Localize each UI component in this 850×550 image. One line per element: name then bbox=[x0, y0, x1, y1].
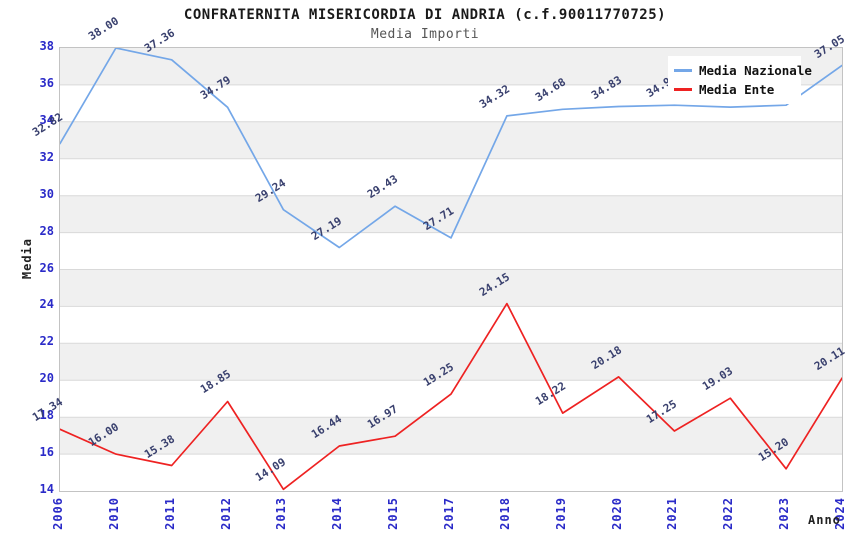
legend-item-label: Media Nazionale bbox=[699, 63, 812, 78]
x-tick-label: 2023 bbox=[777, 497, 792, 530]
x-tick-label: 2014 bbox=[330, 497, 345, 530]
y-tick-label: 36 bbox=[39, 75, 54, 90]
legend: Media Nazionale Media Ente bbox=[668, 56, 812, 104]
red-line-swatch-icon bbox=[674, 88, 692, 91]
x-tick-label: 2021 bbox=[665, 497, 680, 530]
y-tick-label: 34 bbox=[39, 112, 54, 127]
chart-title: CONFRATERNITA MISERICORDIA DI ANDRIA (c.… bbox=[183, 7, 667, 23]
chart-subtitle: Media Importi bbox=[370, 27, 480, 42]
x-tick-label: 2012 bbox=[218, 497, 233, 530]
y-tick-label: 18 bbox=[39, 408, 54, 423]
x-tick-label: 2020 bbox=[609, 497, 624, 530]
y-tick-label: 24 bbox=[39, 297, 54, 312]
legend-item-media-nazionale: Media Nazionale bbox=[674, 63, 812, 78]
y-tick-label: 30 bbox=[39, 186, 54, 201]
x-tick-label: 2015 bbox=[386, 497, 401, 530]
plot-area bbox=[59, 47, 843, 492]
legend-item-media-ente: Media Ente bbox=[674, 82, 801, 97]
x-tick-label: 2017 bbox=[442, 497, 456, 530]
x-tick-label: 2011 bbox=[162, 497, 177, 530]
y-tick-label: 22 bbox=[39, 334, 54, 349]
x-tick-label: 2013 bbox=[274, 497, 289, 530]
x-tick-label: 2006 bbox=[51, 497, 65, 530]
x-tick-label: 2019 bbox=[553, 497, 568, 530]
x-axis-title: Anno bbox=[808, 513, 841, 527]
plot-svg bbox=[60, 48, 842, 491]
y-tick-label: 38 bbox=[39, 39, 54, 53]
x-tick-label: 2022 bbox=[721, 497, 736, 530]
y-tick-label: 26 bbox=[39, 260, 54, 275]
blue-line-swatch-icon bbox=[674, 69, 692, 72]
y-tick-label: 32 bbox=[39, 149, 54, 164]
y-tick-label: 16 bbox=[39, 445, 54, 460]
x-tick-label: 2018 bbox=[497, 497, 512, 530]
legend-item-label: Media Ente bbox=[699, 82, 775, 97]
y-tick-label: 28 bbox=[39, 223, 54, 238]
x-tick-label: 2010 bbox=[106, 497, 121, 530]
y-tick-label: 14 bbox=[39, 482, 54, 496]
y-tick-label: 20 bbox=[39, 371, 54, 386]
